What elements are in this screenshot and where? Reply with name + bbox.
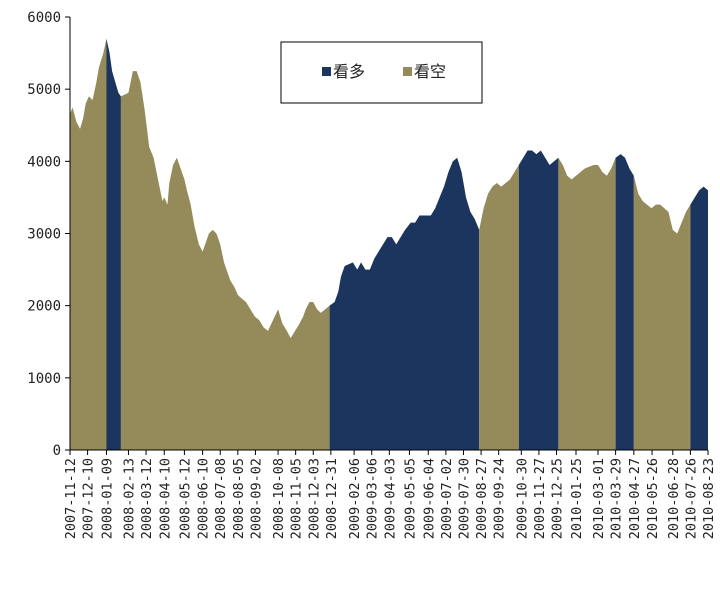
- x-tick-label: 2008-04-10: [157, 458, 173, 539]
- legend-swatch-bull: [322, 67, 331, 76]
- x-tick-label: 2009-06-04: [421, 458, 437, 539]
- x-tick-label: 2008-12-03: [306, 458, 322, 539]
- x-axis: 2007-11-12 2007-12-10 2008-01-09 2008-02-13…: [63, 449, 717, 539]
- x-tick-label: 2010-07-26: [683, 458, 699, 539]
- y-tick-label: 4000: [27, 154, 61, 170]
- x-tick-label: 2008-12-31: [324, 458, 340, 539]
- regime-area: [633, 175, 691, 450]
- x-tick-label: 2010-03-01: [591, 458, 607, 539]
- x-tick-label: 2008-05-12: [177, 458, 193, 539]
- x-tick-label: 2008-06-10: [196, 458, 212, 539]
- x-tick-label: 2008-01-09: [99, 458, 115, 539]
- regime-area: [479, 164, 519, 450]
- x-tick-label: 2008-11-05: [289, 458, 305, 539]
- regime-area: [70, 38, 107, 450]
- x-tick-label: 2007-11-12: [63, 458, 79, 539]
- legend-box: [280, 41, 483, 104]
- x-tick-label: 2009-12-25: [550, 458, 566, 539]
- regime-area: [558, 157, 616, 450]
- y-tick-label: 0: [53, 443, 61, 459]
- x-tick-label: 2008-07-08: [213, 458, 229, 539]
- regime-area: [120, 71, 330, 450]
- y-tick-label: 1000: [27, 371, 61, 387]
- x-tick-label: 2009-03-06: [365, 458, 381, 539]
- x-tick-label: 2010-01-25: [569, 458, 585, 539]
- x-tick-label: 2009-07-30: [456, 458, 472, 539]
- regime-area: [106, 38, 121, 450]
- x-tick-label: 2009-02-06: [347, 458, 363, 539]
- x-tick-label: 2008-02-13: [121, 458, 137, 539]
- x-tick-label: 2009-05-05: [402, 458, 418, 539]
- regime-area: [518, 150, 559, 450]
- y-tick-label: 3000: [27, 227, 61, 243]
- legend-label-bull: 看多: [333, 62, 365, 81]
- x-tick-label: 2009-04-03: [382, 458, 398, 539]
- legend: 看多 看空: [280, 41, 483, 104]
- x-tick-label: 2010-08-23: [701, 458, 717, 539]
- regime-area: [329, 157, 480, 450]
- x-tick-label: 2009-07-02: [439, 458, 455, 539]
- x-tick-label: 2008-09-02: [248, 458, 264, 539]
- x-tick-label: 2010-03-29: [609, 458, 625, 539]
- x-tick-label: 2009-10-30: [514, 458, 530, 539]
- x-tick-label: 2009-09-24: [492, 458, 508, 539]
- x-tick-label: 2008-08-05: [231, 458, 247, 539]
- x-tick-label: 2009-08-27: [474, 458, 490, 539]
- x-tick-label: 2010-05-26: [645, 458, 661, 539]
- legend-swatch-bear: [403, 67, 412, 76]
- y-tick-label: 2000: [27, 299, 61, 315]
- y-tick-label: 5000: [27, 82, 61, 98]
- x-tick-label: 2009-11-27: [532, 458, 548, 539]
- legend-label-bear: 看空: [414, 62, 446, 81]
- y-tick-label: 6000: [27, 10, 61, 26]
- x-tick-label: 2010-04-27: [627, 458, 643, 539]
- x-tick-label: 2007-12-10: [81, 458, 97, 539]
- y-axis: 0 1000 2000 3000 4000 5000 6000: [27, 10, 71, 459]
- x-tick-label: 2008-03-12: [139, 458, 155, 539]
- x-tick-label: 2008-10-08: [271, 458, 287, 539]
- regime-areas: [70, 38, 708, 450]
- regime-area: [690, 186, 708, 450]
- regime-area: [615, 154, 634, 450]
- x-tick-label: 2010-06-28: [666, 458, 682, 539]
